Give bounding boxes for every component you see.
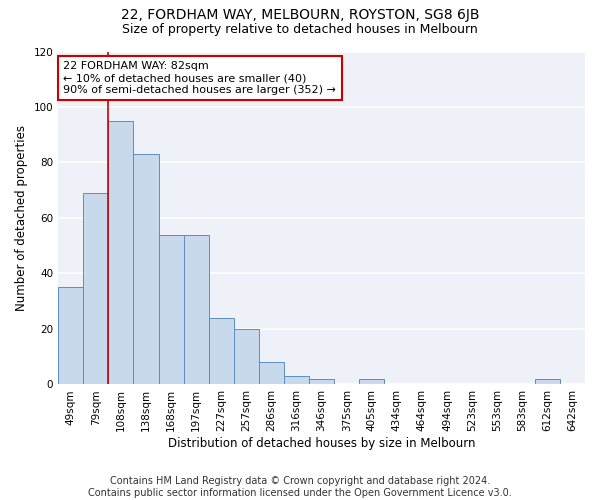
Bar bbox=[234, 329, 259, 384]
X-axis label: Distribution of detached houses by size in Melbourn: Distribution of detached houses by size … bbox=[168, 437, 475, 450]
Bar bbox=[133, 154, 158, 384]
Bar bbox=[209, 318, 234, 384]
Bar bbox=[58, 288, 83, 384]
Bar bbox=[535, 379, 560, 384]
Text: 22, FORDHAM WAY, MELBOURN, ROYSTON, SG8 6JB: 22, FORDHAM WAY, MELBOURN, ROYSTON, SG8 … bbox=[121, 8, 479, 22]
Bar bbox=[284, 376, 309, 384]
Y-axis label: Number of detached properties: Number of detached properties bbox=[15, 125, 28, 311]
Bar bbox=[184, 234, 209, 384]
Bar bbox=[359, 379, 385, 384]
Bar bbox=[158, 234, 184, 384]
Bar bbox=[109, 121, 133, 384]
Bar bbox=[259, 362, 284, 384]
Bar bbox=[309, 379, 334, 384]
Text: Size of property relative to detached houses in Melbourn: Size of property relative to detached ho… bbox=[122, 22, 478, 36]
Bar bbox=[83, 193, 109, 384]
Text: Contains HM Land Registry data © Crown copyright and database right 2024.
Contai: Contains HM Land Registry data © Crown c… bbox=[88, 476, 512, 498]
Text: 22 FORDHAM WAY: 82sqm
← 10% of detached houses are smaller (40)
90% of semi-deta: 22 FORDHAM WAY: 82sqm ← 10% of detached … bbox=[64, 62, 337, 94]
